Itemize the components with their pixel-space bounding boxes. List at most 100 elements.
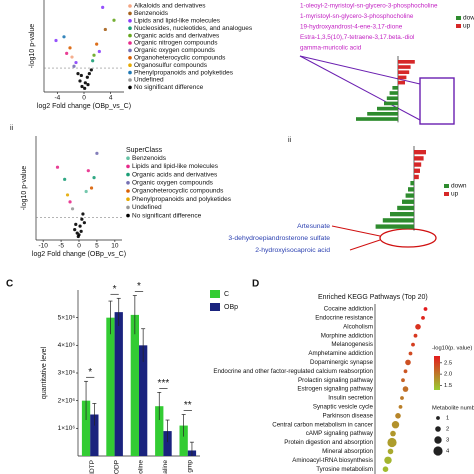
- x-axis-label: log2 Fold change (OBp_vs_C): [32, 251, 126, 258]
- bar: [106, 317, 115, 456]
- pathway-label: Tyrosine metabolism: [316, 466, 373, 473]
- size-swatch: [433, 446, 443, 456]
- bar: [414, 162, 422, 167]
- legend-swatch: [126, 164, 130, 169]
- legend-swatch: [126, 156, 130, 160]
- point: [84, 189, 88, 194]
- point: [95, 42, 99, 46]
- point: [65, 51, 69, 55]
- pathway-label: Synaptic vesicle cycle: [313, 404, 374, 411]
- point: [74, 222, 78, 226]
- legend-swatch: [128, 11, 132, 16]
- dot: [400, 396, 404, 400]
- bar: [397, 205, 414, 211]
- point: [68, 200, 72, 204]
- metabolite-label: 1-oleoyl-2-myristoyl-sn-glycero-3-phosph…: [300, 3, 438, 10]
- legend-swatch: [444, 184, 449, 188]
- x-tick-label: gmp: [187, 460, 194, 473]
- size-swatch: [434, 436, 442, 444]
- point: [70, 55, 74, 59]
- x-tick-label: IDTP: [89, 460, 96, 474]
- chart-title: Enriched KEGG Pathways (Top 20): [318, 294, 428, 301]
- pathway-label: Amphetamine addiction: [308, 350, 373, 357]
- point: [74, 60, 78, 65]
- legend-swatch: [210, 303, 220, 311]
- legend-label: Phenylpropanoids and polyketides: [132, 196, 232, 203]
- bar: [384, 101, 398, 106]
- legend-label: Organoheterocyclic compounds: [132, 188, 224, 195]
- x-tick-label: IODP: [113, 460, 120, 474]
- point: [79, 229, 83, 233]
- legend-swatch: [128, 4, 132, 8]
- point: [91, 59, 95, 63]
- legend-label: Phenylpropanoids and polyketides: [134, 69, 234, 76]
- point: [83, 86, 87, 90]
- point: [77, 233, 81, 237]
- y-axis-label: -log10 p-value: [29, 24, 36, 68]
- bar: [382, 218, 414, 223]
- x-tick-label: 0: [82, 95, 86, 102]
- size-swatch: [435, 426, 441, 432]
- panel-label: ii: [10, 125, 14, 132]
- pathway-label: Dopaminergic synapse: [310, 359, 373, 366]
- y-tick-label: 4×10⁶: [58, 342, 76, 349]
- legend-label: down: [463, 15, 474, 22]
- x-axis-label: log2 Fold change (OBp_vs_C): [37, 103, 131, 110]
- legend-label: Lipids and lipid-like molecules: [134, 18, 221, 25]
- pathway-label: Central carbon metabolism in cancer: [272, 421, 373, 428]
- point: [81, 212, 85, 216]
- dot: [384, 456, 392, 464]
- bar: [405, 193, 414, 198]
- dot: [421, 316, 425, 320]
- legend-label: Organic acids and derivatives: [134, 32, 220, 39]
- bar: [367, 112, 398, 116]
- point: [87, 72, 91, 76]
- point: [103, 27, 107, 32]
- point: [101, 5, 105, 9]
- point: [65, 193, 70, 197]
- point: [68, 46, 72, 50]
- point: [95, 151, 99, 155]
- bar: [402, 199, 414, 204]
- legend-label: Organic oxygen compounds: [132, 180, 214, 187]
- legend-label: down: [451, 183, 467, 190]
- bar: [130, 314, 139, 456]
- bar: [155, 406, 164, 456]
- legend-label: Undefined: [132, 204, 162, 211]
- pathway-label: Mineral absorption: [322, 448, 373, 455]
- point: [76, 72, 80, 76]
- dot: [415, 324, 421, 330]
- dot: [411, 342, 415, 347]
- pathway-label: Parkinson disease: [322, 412, 373, 419]
- legend-label: C: [224, 291, 229, 298]
- colorbar-tick-label: 2.0: [444, 372, 452, 378]
- legend-swatch: [128, 48, 132, 53]
- bar: [414, 150, 426, 155]
- pathway-label: Insulin secretion: [328, 395, 373, 402]
- x-tick-label: -5: [58, 243, 64, 250]
- point: [89, 68, 93, 72]
- metabolite-label: Artesunate: [297, 223, 330, 230]
- bar: [90, 414, 99, 456]
- x-tick-label: 0: [77, 243, 81, 250]
- legend-swatch: [444, 192, 449, 196]
- dot: [390, 430, 396, 437]
- point: [112, 18, 116, 22]
- legend-swatch: [128, 41, 132, 45]
- colorbar-tick-label: 2.5: [444, 360, 452, 366]
- legend-swatch: [126, 181, 130, 185]
- point: [80, 217, 84, 221]
- size-legend-title: Metabolite number: [432, 406, 474, 412]
- bar: [356, 117, 398, 121]
- dot: [387, 437, 397, 448]
- colorbar-tick-label: 1.5: [444, 383, 452, 389]
- x-tick-label: 10: [111, 243, 119, 250]
- metabolite-label: 3-dehydroepiandrosterone sulfate: [228, 235, 330, 242]
- connector: [331, 225, 381, 237]
- metabolite-label: 2-hydroxyisocaproic acid: [255, 247, 330, 254]
- legend-label: Organoheterocyclic compounds: [134, 55, 226, 62]
- legend-swatch: [128, 26, 132, 31]
- bar: [414, 168, 420, 173]
- colorbar: [434, 356, 440, 390]
- connector: [299, 55, 421, 121]
